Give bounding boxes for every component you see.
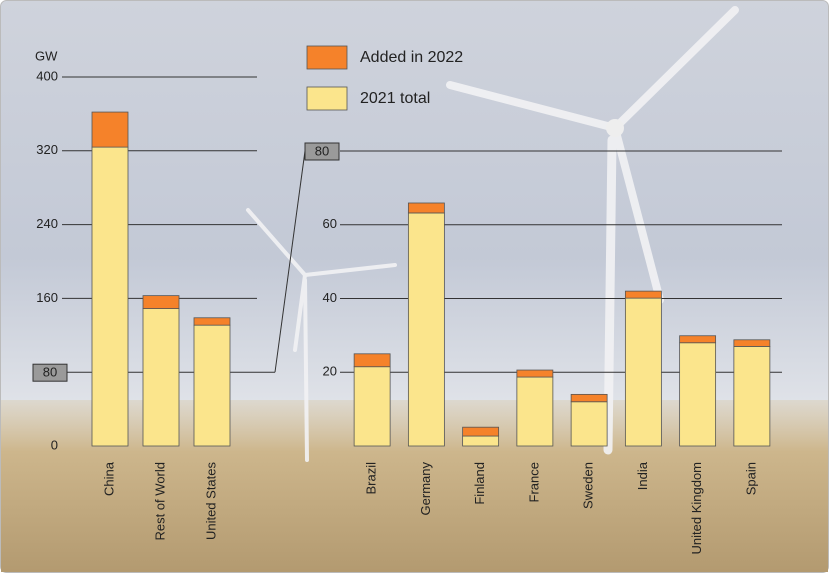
bar-segment <box>624 297 662 447</box>
bar-segment <box>91 146 129 447</box>
x-tick-label: France <box>526 462 541 502</box>
bar-segment <box>193 317 231 326</box>
x-tick-label: Rest of World <box>152 462 167 541</box>
bar-segment <box>142 308 180 447</box>
x-tick-label: India <box>635 461 650 490</box>
bar-segment <box>353 353 391 368</box>
bar-segment <box>462 426 500 437</box>
y-tick-label: 20 <box>323 364 337 379</box>
bar-segment <box>193 324 231 447</box>
bar-segment <box>407 212 445 447</box>
x-tick-label: United States <box>203 462 218 541</box>
y-tick-label: 40 <box>323 290 337 305</box>
legend-swatch <box>306 45 348 70</box>
y-tick-label: 0 <box>51 437 58 452</box>
y-tick-label: 240 <box>36 216 58 231</box>
bar-segment <box>516 369 554 378</box>
bar-segment <box>679 342 717 447</box>
bar-segment <box>516 376 554 447</box>
x-tick-label: Germany <box>418 462 433 516</box>
x-tick-label: United Kingdom <box>689 462 704 555</box>
x-tick-label: Sweden <box>581 462 596 509</box>
bar-segment <box>733 339 771 347</box>
legend-label: 2021 total <box>360 90 430 107</box>
y-tick-label: 400 <box>36 68 58 83</box>
bar-segment <box>679 335 717 344</box>
y-tick-label: 160 <box>36 290 58 305</box>
zoom-connector <box>274 150 306 373</box>
bar-segment <box>570 393 608 403</box>
bar-segment <box>570 401 608 447</box>
x-tick-label: Spain <box>743 462 758 495</box>
bar-segment <box>624 290 662 299</box>
y-axis-label: GW <box>35 48 58 63</box>
y-tick-label: 320 <box>36 142 58 157</box>
x-tick-label: Brazil <box>364 462 379 495</box>
bar-segment <box>142 295 180 309</box>
tick-label-box <box>32 363 68 382</box>
y-tick-label: 80 <box>43 365 57 380</box>
y-tick-label: 80 <box>315 143 329 158</box>
legend-swatch <box>306 86 348 111</box>
x-tick-label: Finland <box>472 462 487 505</box>
bar-segment <box>462 435 500 447</box>
bar-segment <box>353 366 391 447</box>
bar-segment <box>733 346 771 447</box>
y-tick-label: 60 <box>323 216 337 231</box>
bar-segment <box>91 111 129 148</box>
x-tick-label: China <box>101 461 116 496</box>
legend-label: Added in 2022 <box>360 49 463 66</box>
bar-segment <box>407 202 445 214</box>
